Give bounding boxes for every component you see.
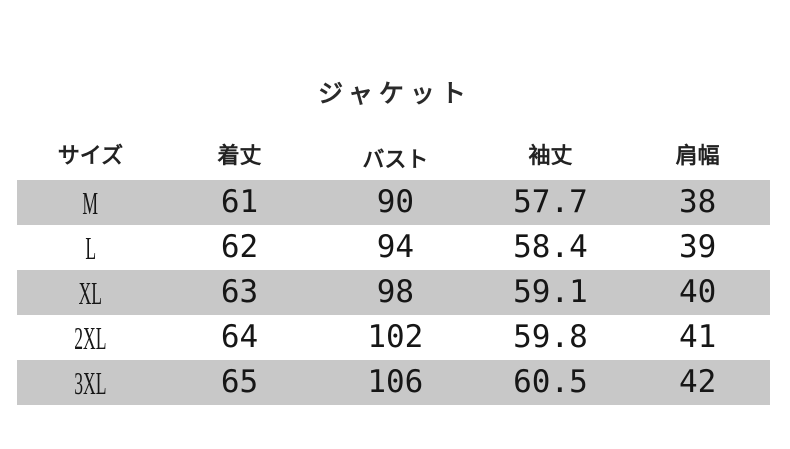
size-cell: L [17, 232, 164, 264]
sleeve-length-value: 59.1 [513, 274, 588, 310]
body-length-value: 63 [220, 274, 259, 310]
size-value: XL [78, 274, 103, 311]
size-cell: 2XL [17, 322, 164, 354]
header-shoulder-width: 肩幅 [675, 143, 720, 168]
bust-value: 106 [367, 364, 424, 400]
header-body-length: 着丈 [217, 143, 262, 168]
size-value: 3XL [74, 364, 107, 401]
header-size: サイズ [57, 143, 124, 168]
shoulder-width-value: 38 [679, 184, 717, 220]
table-row: M 61 90 57.7 38 [17, 180, 770, 225]
table-row: 3XL 65 106 60.5 42 [17, 360, 770, 405]
table-row: XL 63 98 59.1 40 [17, 270, 770, 315]
body-length-value: 62 [220, 229, 259, 265]
size-cell: 3XL [17, 367, 164, 399]
shoulder-width-value: 40 [679, 274, 717, 310]
size-value: L [85, 229, 96, 266]
table-row: 2XL 64 102 59.8 41 [17, 315, 770, 360]
size-value: 2XL [74, 319, 107, 356]
shoulder-width-value: 39 [679, 229, 717, 265]
header-bust: バスト [362, 147, 429, 172]
size-cell: M [17, 187, 164, 219]
bust-value: 94 [376, 229, 415, 265]
shoulder-width-value: 41 [679, 319, 717, 355]
sleeve-length-value: 59.8 [513, 319, 588, 355]
sleeve-length-value: 60.5 [513, 364, 588, 400]
table-header-row: サイズ 着丈 バスト 袖丈 肩幅 [17, 132, 770, 180]
body-length-value: 61 [220, 184, 259, 220]
size-value: M [82, 184, 99, 221]
table-row: L 62 94 58.4 39 [17, 225, 770, 270]
shoulder-width-value: 42 [679, 364, 717, 400]
size-cell: XL [17, 277, 164, 309]
size-table: サイズ 着丈 バスト 袖丈 肩幅 M 61 90 57.7 38 L 62 94… [17, 132, 770, 405]
body-length-value: 65 [220, 364, 259, 400]
header-sleeve-length: 袖丈 [528, 143, 573, 168]
sleeve-length-value: 58.4 [513, 229, 588, 265]
bust-value: 90 [376, 184, 415, 220]
bust-value: 102 [367, 319, 424, 355]
body-length-value: 64 [220, 319, 259, 355]
bust-value: 98 [376, 274, 415, 310]
sleeve-length-value: 57.7 [513, 184, 588, 220]
chart-title: ジャケット [318, 80, 472, 108]
